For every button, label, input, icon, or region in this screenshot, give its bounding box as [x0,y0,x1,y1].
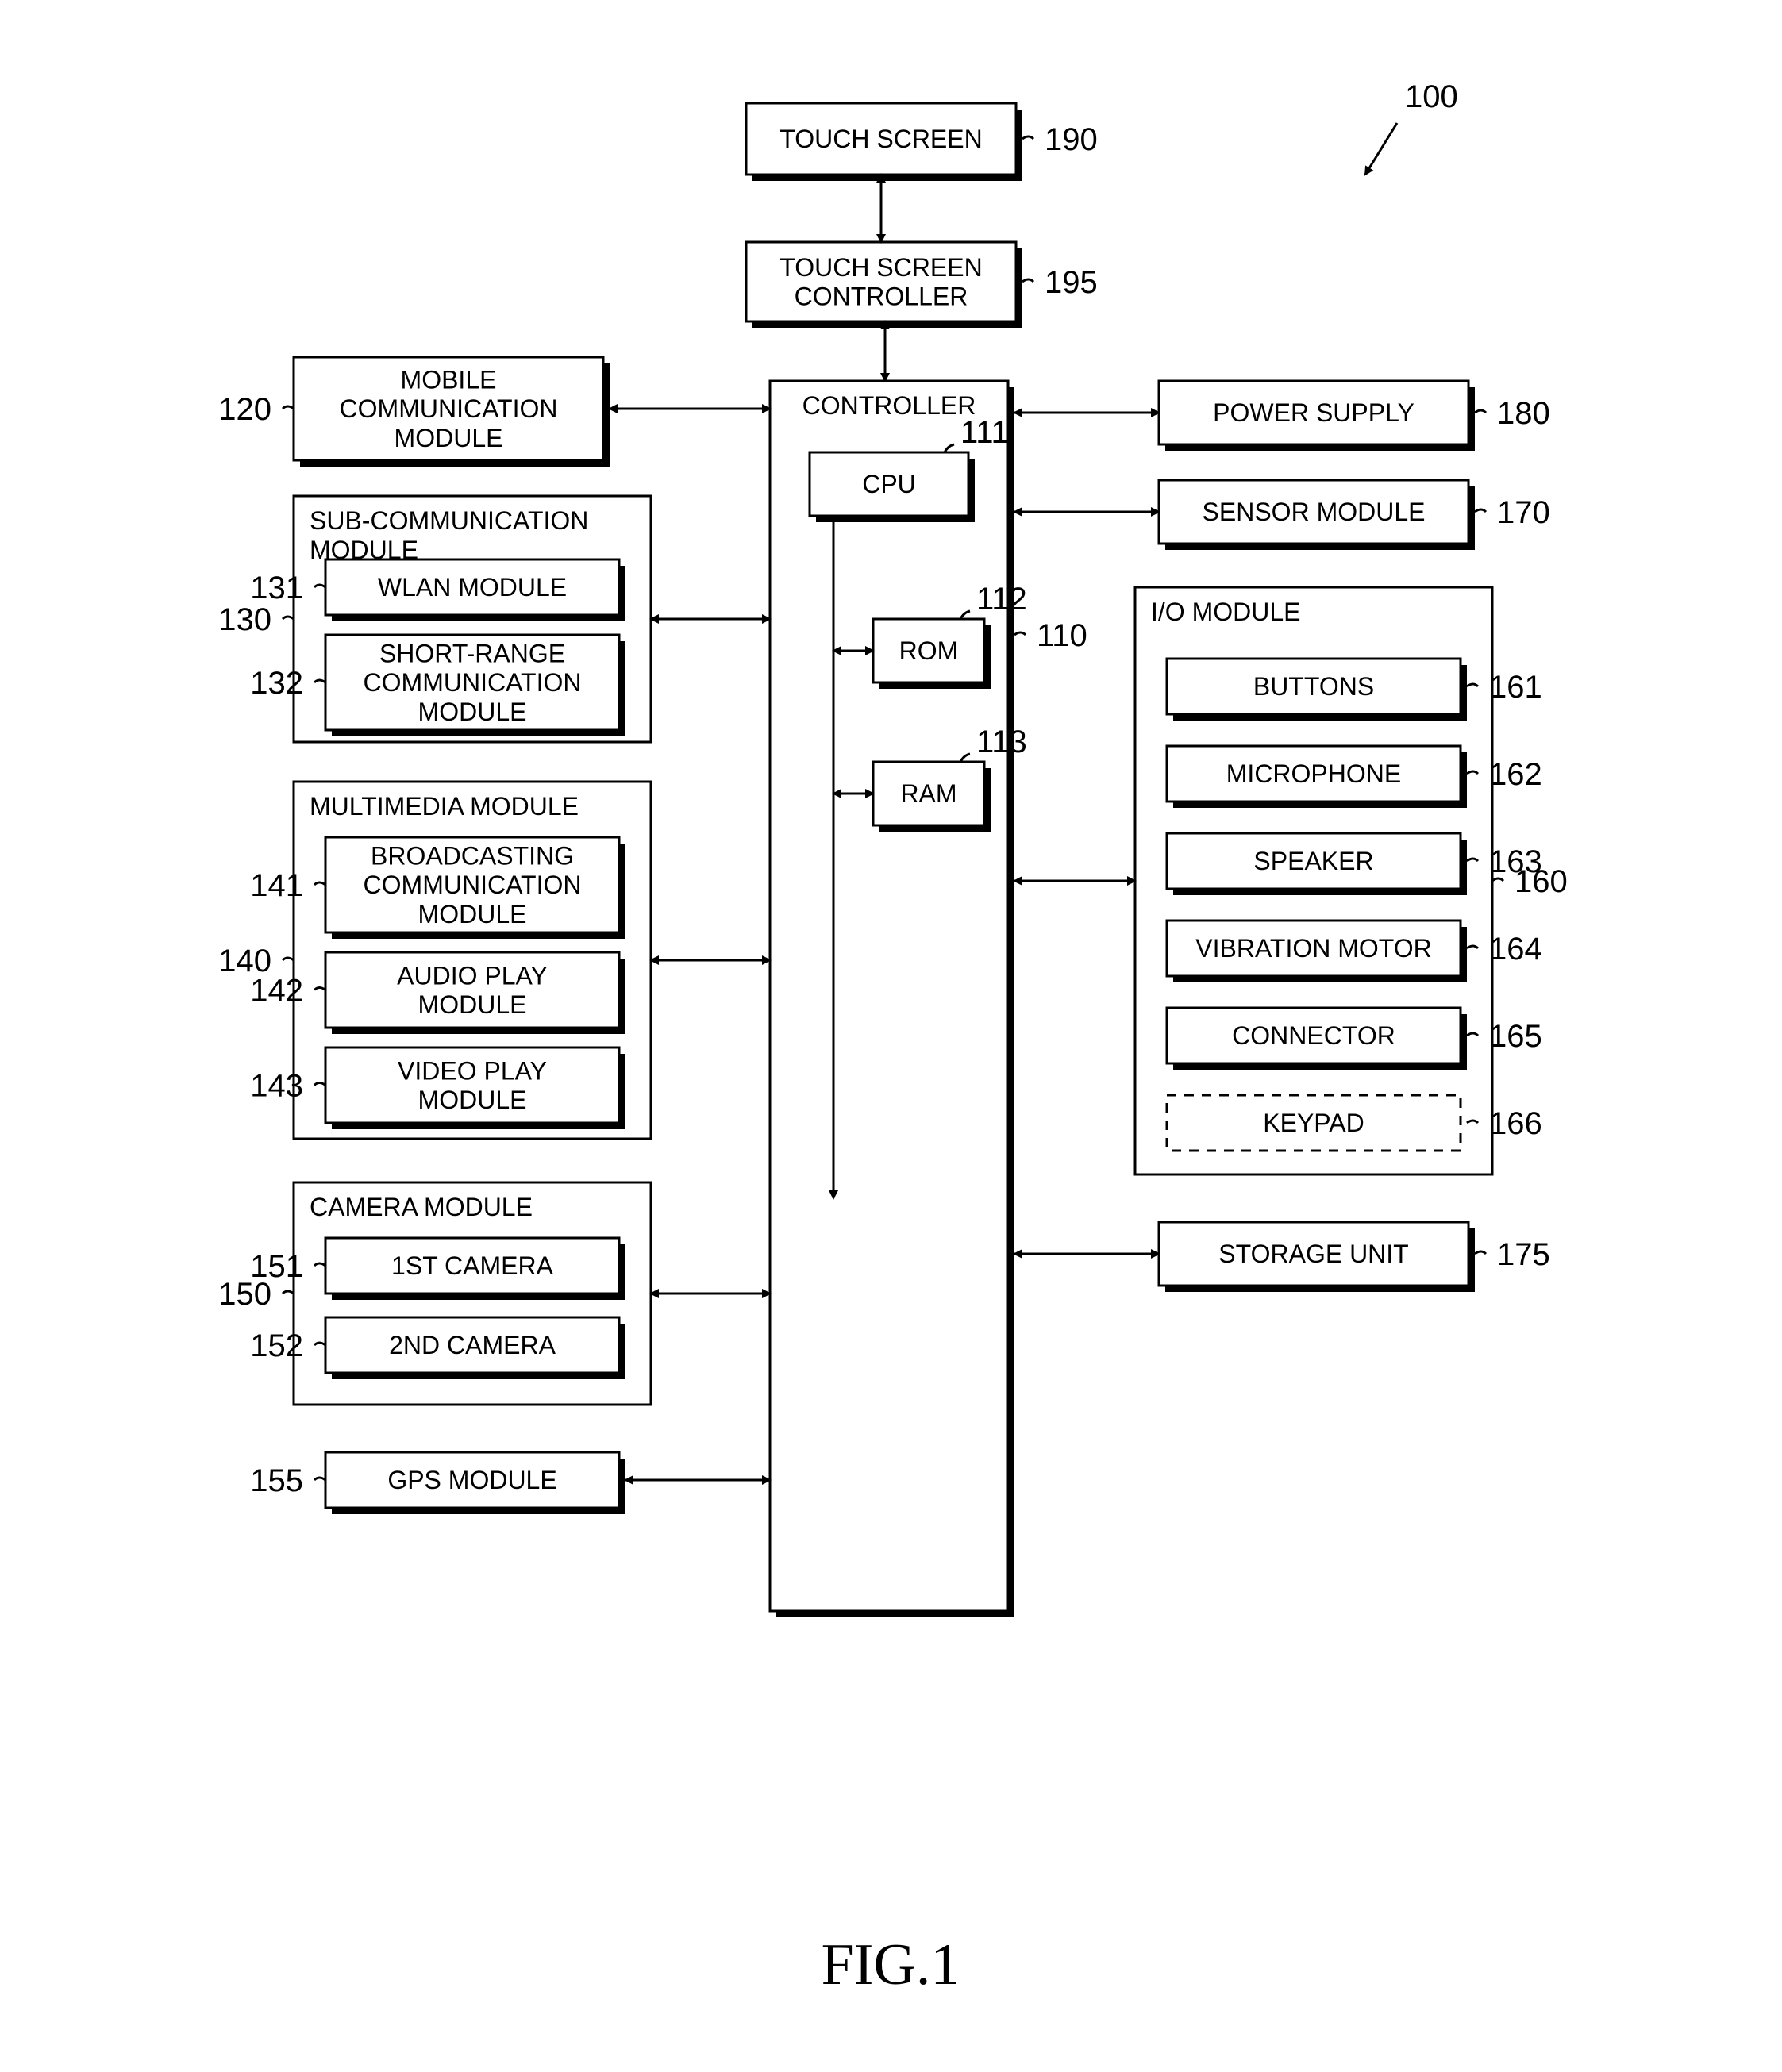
block-power: POWER SUPPLY 180 [1159,381,1550,451]
block-keypad: KEYPAD 166 [1167,1095,1542,1151]
block-microphone: MICROPHONE 162 [1167,746,1542,808]
label-wlan: WLAN MODULE [378,573,567,602]
label-touch_screen: TOUCH SCREEN [779,125,982,153]
refnum-mobile_comm: 120 [218,392,271,427]
label-sub_comm_outer: SUB-COMMUNICATIONMODULE [310,506,588,564]
label-speaker: SPEAKER [1253,847,1373,875]
refnum-vibration: 164 [1489,932,1542,967]
refnum-sub_comm_outer: 130 [218,602,271,637]
label-cpu: CPU [862,470,916,498]
block-short_range: SHORT-RANGECOMMUNICATIONMODULE132 [250,635,625,736]
label-io_outer: I/O MODULE [1151,598,1300,626]
refnum-ts_controller: 195 [1045,265,1098,300]
refnum-wlan: 131 [250,571,303,605]
block-ts_controller: TOUCH SCREENCONTROLLER 195 [746,242,1098,328]
refnum-sensor: 170 [1497,495,1550,530]
refnum-storage: 175 [1497,1237,1550,1272]
label-mm_outer: MULTIMEDIA MODULE [310,792,579,821]
block-gps: GPS MODULE 155 [250,1452,625,1514]
label-keypad: KEYPAD [1263,1109,1364,1137]
ref-arrow-100 [1365,123,1397,175]
block-diagram: SUB-COMMUNICATIONMODULE 130 MULTIMEDIA MOD… [0,0,1782,2072]
label-buttons: BUTTONS [1253,672,1374,701]
label-sensor: SENSOR MODULE [1203,498,1426,526]
block-speaker: SPEAKER 163 [1167,833,1542,895]
figure-label: FIG.1 [822,1932,960,1997]
refnum-video_play: 143 [250,1069,303,1104]
refnum-connector: 165 [1489,1019,1542,1054]
label-controller: CONTROLLER [802,391,976,420]
label-power: POWER SUPPLY [1213,398,1414,427]
block-broadcasting: BROADCASTINGCOMMUNICATIONMODULE141 [250,837,625,939]
block-sensor: SENSOR MODULE 170 [1159,480,1550,550]
block-video_play: VIDEO PLAYMODULE 143 [250,1048,625,1129]
label-audio_play: AUDIO PLAYMODULE [397,961,548,1019]
block-connector: CONNECTOR 165 [1167,1008,1542,1070]
block-buttons: BUTTONS 161 [1167,659,1542,721]
refnum-audio_play: 142 [250,974,303,1009]
block-touch_screen: TOUCH SCREEN 190 [746,103,1098,181]
refnum-buttons: 161 [1489,670,1542,705]
refnum-cam2: 152 [250,1328,303,1363]
block-wlan: WLAN MODULE 131 [250,559,625,621]
label-connector: CONNECTOR [1232,1021,1395,1050]
refnum-cam1: 151 [250,1249,303,1284]
refnum-rom: 112 [976,582,1027,617]
label-storage: STORAGE UNIT [1218,1240,1408,1268]
label-rom: ROM [899,636,959,665]
refnum-100: 100 [1405,79,1458,114]
block-storage: STORAGE UNIT 175 [1159,1222,1550,1292]
block-cam2: 2ND CAMERA 152 [250,1317,625,1379]
label-vibration: VIBRATION MOTOR [1195,934,1432,963]
refnum-short_range: 132 [250,666,303,701]
block-cam1: 1ST CAMERA 151 [250,1238,625,1300]
block-mobile_comm: MOBILECOMMUNICATIONMODULE120 [218,357,610,467]
refnum-gps: 155 [250,1463,303,1498]
refnum-keypad: 166 [1489,1106,1542,1141]
block-audio_play: AUDIO PLAYMODULE 142 [250,952,625,1034]
refnum-ram: 113 [976,725,1027,759]
label-cam2: 2ND CAMERA [389,1331,556,1359]
label-cam_outer: CAMERA MODULE [310,1193,533,1221]
block-vibration: VIBRATION MOTOR 164 [1167,921,1542,982]
refnum-cpu: 111 [960,415,1009,450]
refnum-touch_screen: 190 [1045,122,1098,157]
label-cam1: 1ST CAMERA [391,1251,554,1280]
label-microphone: MICROPHONE [1226,759,1401,788]
refnum-power: 180 [1497,396,1550,431]
label-ram: RAM [900,779,956,808]
block-controller: CONTROLLER 110 [770,381,1087,1617]
refnum-controller: 110 [1037,618,1087,653]
label-gps: GPS MODULE [387,1466,556,1494]
refnum-microphone: 162 [1489,757,1542,792]
label-ts_controller: TOUCH SCREENCONTROLLER [779,253,982,311]
refnum-broadcasting: 141 [250,868,303,903]
refnum-speaker: 163 [1489,844,1542,879]
label-video_play: VIDEO PLAYMODULE [398,1056,547,1114]
